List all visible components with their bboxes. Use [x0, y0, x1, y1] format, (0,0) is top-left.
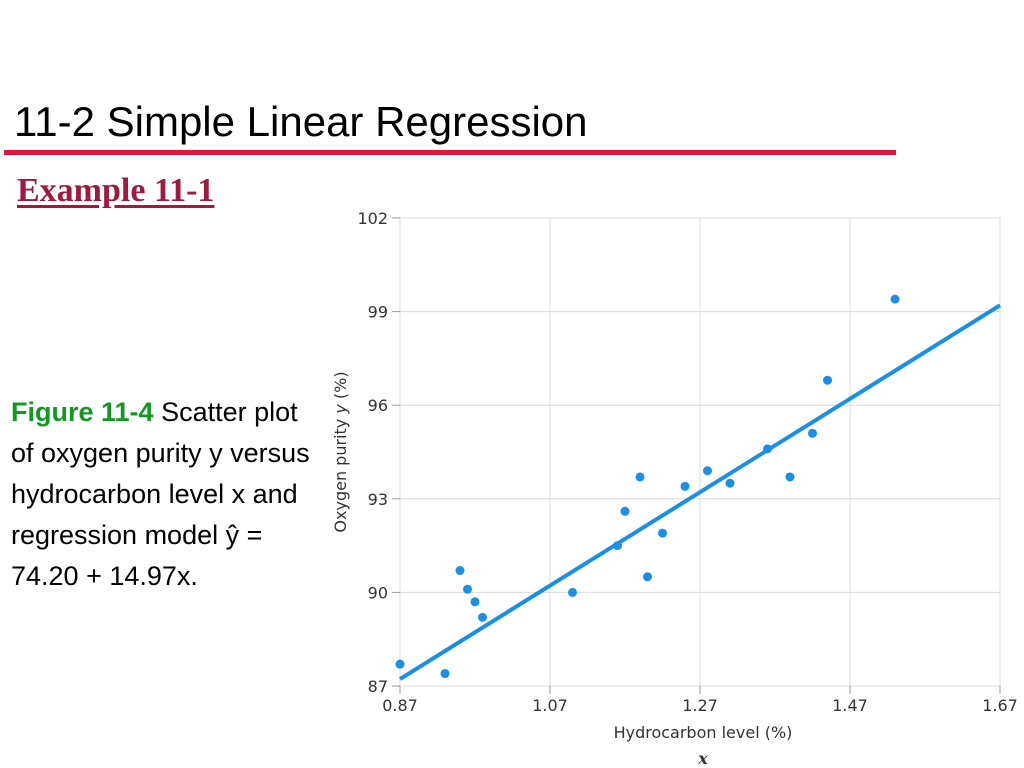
x-axis-symbol: x	[697, 749, 708, 766]
data-point	[823, 375, 832, 385]
y-axis-label-prefix: Oxygen purity	[331, 414, 350, 533]
data-point	[440, 669, 450, 679]
data-point	[568, 587, 577, 597]
figure-caption-text: Scatter plot of oxygen purity y versus h…	[11, 397, 310, 591]
data-point	[725, 478, 735, 488]
data-point	[785, 472, 795, 482]
y-axis-ticks: 87 90 93 96 99 102	[357, 209, 400, 696]
x-tick-label: 1.47	[832, 696, 868, 715]
data-point	[890, 294, 900, 304]
data-point	[643, 572, 652, 582]
data-point	[703, 466, 712, 476]
regression-line	[398, 303, 1002, 681]
data-point	[478, 612, 487, 622]
slide-title: 11-2 Simple Linear Regression	[14, 98, 588, 145]
y-tick-label: 87	[368, 677, 388, 696]
scatter-chart: 87 90 93 96 99 102 0.87 1.07 1.27 1.47 1.67 Hydro…	[331, 209, 1018, 766]
x-axis-label: Hydrocarbon level (%)	[614, 723, 793, 742]
y-axis-symbol: y	[331, 404, 350, 415]
y-axis-label: Oxygen purity y (%)	[331, 371, 350, 532]
gridlines	[399, 217, 1001, 687]
data-series	[395, 294, 900, 679]
y-tick-label: 93	[368, 490, 388, 509]
data-point	[395, 659, 405, 669]
data-point	[470, 597, 480, 607]
data-point	[463, 584, 472, 594]
figure-label: Figure 11-4	[11, 397, 154, 427]
x-tick-label: 0.87	[382, 696, 418, 715]
x-tick-label: 1.07	[532, 696, 568, 715]
title-underline-rule	[4, 150, 896, 155]
x-tick-label: 1.67	[982, 696, 1018, 715]
y-tick-label: 90	[368, 583, 388, 602]
y-tick-label: 96	[368, 396, 388, 415]
data-point	[658, 528, 667, 538]
x-axis-ticks: 0.87 1.07 1.27 1.47 1.67	[382, 686, 1018, 715]
y-axis-label-suffix: (%)	[331, 371, 350, 404]
y-tick-label: 99	[368, 303, 388, 322]
x-tick-label: 1.27	[682, 696, 718, 715]
data-point	[620, 506, 630, 516]
data-point	[808, 428, 817, 438]
data-point	[680, 481, 690, 491]
data-point	[635, 472, 645, 482]
figure-caption: Figure 11-4 Scatter plot of oxygen purit…	[11, 392, 319, 597]
example-heading: Example 11-1	[17, 172, 215, 209]
y-tick-label: 102	[357, 209, 388, 228]
data-point	[455, 566, 465, 576]
